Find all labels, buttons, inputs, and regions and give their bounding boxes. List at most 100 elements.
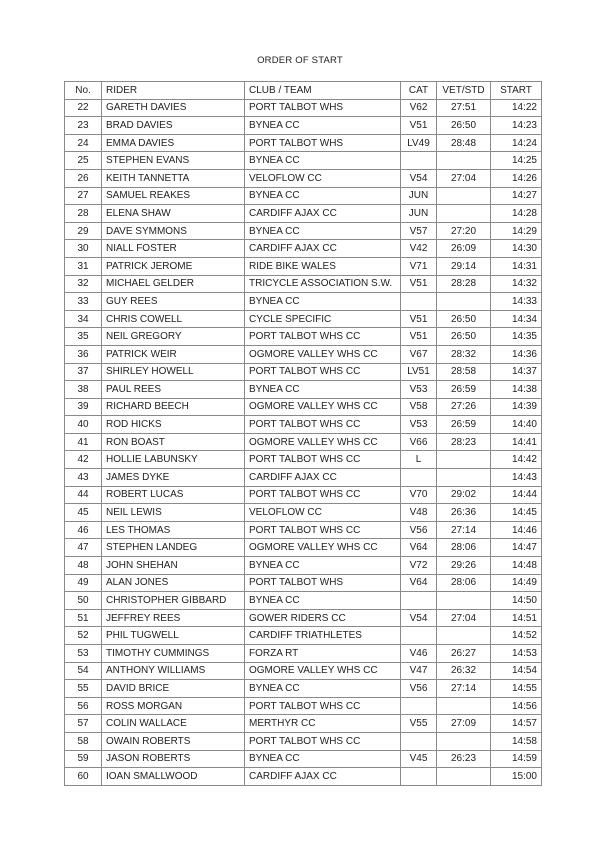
cell-club: FORZA RT [244, 644, 401, 663]
cell-cat: V62 [400, 98, 437, 118]
cell-no: 32 [64, 274, 102, 294]
cell-vet-std: 29:02 [436, 485, 491, 505]
cell-rider: EMMA DAVIES [101, 133, 245, 153]
cell-cat: V54 [400, 168, 437, 188]
table-row: 35 NEIL GREGORY PORT TALBOT WHS CC V51 26:50… [64, 327, 542, 346]
cell-start: 14:46 [490, 520, 542, 540]
cell-cat: L [400, 450, 437, 470]
header-start: START [490, 81, 542, 100]
cell-rider: IOAN SMALLWOOD [101, 767, 245, 786]
table-row: 44 ROBERT LUCAS PORT TALBOT WHS CC V70 29:02… [64, 485, 542, 505]
cell-cat: V51 [400, 274, 437, 294]
cell-start: 14:45 [490, 503, 542, 522]
table-row: 47 STEPHEN LANDEG OGMORE VALLEY WHS CC V64 2… [64, 538, 542, 558]
cell-start: 14:57 [490, 714, 542, 733]
cell-rider: PAUL REES [101, 380, 245, 399]
table-row: 48 JOHN SHEHAN BYNEA CC V72 29:26 14:48 [64, 556, 542, 575]
cell-no: 39 [64, 397, 102, 417]
cell-cat: LV51 [400, 362, 437, 382]
cell-no: 25 [64, 151, 102, 170]
cell-start: 14:32 [490, 274, 542, 294]
cell-start: 14:49 [490, 573, 542, 593]
table-row: 22 GARETH DAVIES PORT TALBOT WHS V62 27:51 14… [64, 98, 542, 118]
cell-no: 44 [64, 485, 102, 505]
cell-club: BYNEA CC [244, 221, 401, 241]
cell-no: 42 [64, 450, 102, 470]
cell-club: CARDIFF AJAX CC [244, 204, 401, 223]
cell-cat [400, 696, 437, 716]
cell-club: GOWER RIDERS CC [244, 608, 401, 628]
cell-start: 15:00 [490, 767, 542, 786]
cell-rider: KEITH TANNETTA [101, 168, 245, 188]
cell-no: 51 [64, 608, 102, 628]
cell-vet-std [436, 292, 491, 311]
cell-vet-std: 26:36 [436, 503, 491, 522]
cell-no: 31 [64, 256, 102, 276]
cell-cat: V54 [400, 608, 437, 628]
cell-rider: SAMUEL REAKES [101, 186, 245, 206]
cell-vet-std: 26:59 [436, 415, 491, 434]
cell-cat [400, 731, 437, 751]
cell-rider: JOHN SHEHAN [101, 556, 245, 575]
cell-rider: NEIL LEWIS [101, 503, 245, 522]
cell-rider: NEIL GREGORY [101, 327, 245, 346]
cell-cat: V51 [400, 116, 437, 135]
cell-cat [400, 591, 437, 610]
cell-start: 14:23 [490, 116, 542, 135]
table-header-row: No. RIDER CLUB / TEAM CAT VET/STD START [64, 81, 542, 100]
cell-vet-std: 28:06 [436, 538, 491, 558]
cell-club: PORT TALBOT WHS [244, 133, 401, 153]
cell-start: 14:43 [490, 468, 542, 487]
cell-vet-std: 28:58 [436, 362, 491, 382]
table-row: 27 SAMUEL REAKES BYNEA CC JUN 14:27 [64, 186, 542, 206]
cell-club: OGMORE VALLEY WHS CC [244, 661, 401, 681]
cell-vet-std: 27:04 [436, 608, 491, 628]
cell-cat: V56 [400, 520, 437, 540]
table-row: 52 PHIL TUGWELL CARDIFF TRIATHLETES 14:52 [64, 626, 542, 645]
cell-start: 14:58 [490, 731, 542, 751]
table-row: 45 NEIL LEWIS VELOFLOW CC V48 26:36 14:45 [64, 503, 542, 522]
cell-vet-std [436, 626, 491, 645]
table-row: 39 RICHARD BEECH OGMORE VALLEY WHS CC V58 27… [64, 397, 542, 417]
cell-club: CYCLE SPECIFIC [244, 309, 401, 329]
start-order-table: No. RIDER CLUB / TEAM CAT VET/STD START … [64, 81, 542, 786]
table-row: 38 PAUL REES BYNEA CC V53 26:59 14:38 [64, 380, 542, 399]
page-title: ORDER OF START [257, 55, 343, 66]
cell-vet-std: 27:20 [436, 221, 491, 241]
cell-vet-std [436, 468, 491, 487]
table-row: 51 JEFFREY REES GOWER RIDERS CC V54 27:04 14:… [64, 608, 542, 628]
cell-cat: V46 [400, 644, 437, 663]
cell-rider: TIMOTHY CUMMINGS [101, 644, 245, 663]
cell-cat: V51 [400, 309, 437, 329]
cell-rider: JASON ROBERTS [101, 749, 245, 769]
cell-start: 14:41 [490, 432, 542, 452]
cell-rider: ELENA SHAW [101, 204, 245, 223]
cell-start: 14:26 [490, 168, 542, 188]
cell-cat: V66 [400, 432, 437, 452]
cell-rider: ALAN JONES [101, 573, 245, 593]
table-row: 53 TIMOTHY CUMMINGS FORZA RT V46 26:27 14:53 [64, 644, 542, 663]
cell-start: 14:36 [490, 344, 542, 364]
cell-club: TRICYCLE ASSOCIATION S.W. [244, 274, 401, 294]
table-row: 32 MICHAEL GELDER TRICYCLE ASSOCIATION S.W… [64, 274, 542, 294]
table-row: 31 PATRICK JEROME RIDE BIKE WALES V71 29:14 1… [64, 256, 542, 276]
cell-rider: ROBERT LUCAS [101, 485, 245, 505]
cell-vet-std [436, 591, 491, 610]
cell-cat: V70 [400, 485, 437, 505]
cell-start: 14:51 [490, 608, 542, 628]
cell-rider: ROSS MORGAN [101, 696, 245, 716]
cell-no: 24 [64, 133, 102, 153]
cell-start: 14:48 [490, 556, 542, 575]
cell-cat: V42 [400, 239, 437, 258]
cell-cat: JUN [400, 186, 437, 206]
table-row: 40 ROD HICKS PORT TALBOT WHS CC V53 26:59 14:… [64, 415, 542, 434]
cell-no: 34 [64, 309, 102, 329]
cell-club: BYNEA CC [244, 186, 401, 206]
cell-start: 14:59 [490, 749, 542, 769]
cell-no: 52 [64, 626, 102, 645]
cell-club: PORT TALBOT WHS [244, 98, 401, 118]
cell-rider: JEFFREY REES [101, 608, 245, 628]
cell-rider: CHRIS COWELL [101, 309, 245, 329]
cell-start: 14:38 [490, 380, 542, 399]
table-row: 43 JAMES DYKE CARDIFF AJAX CC 14:43 [64, 468, 542, 487]
